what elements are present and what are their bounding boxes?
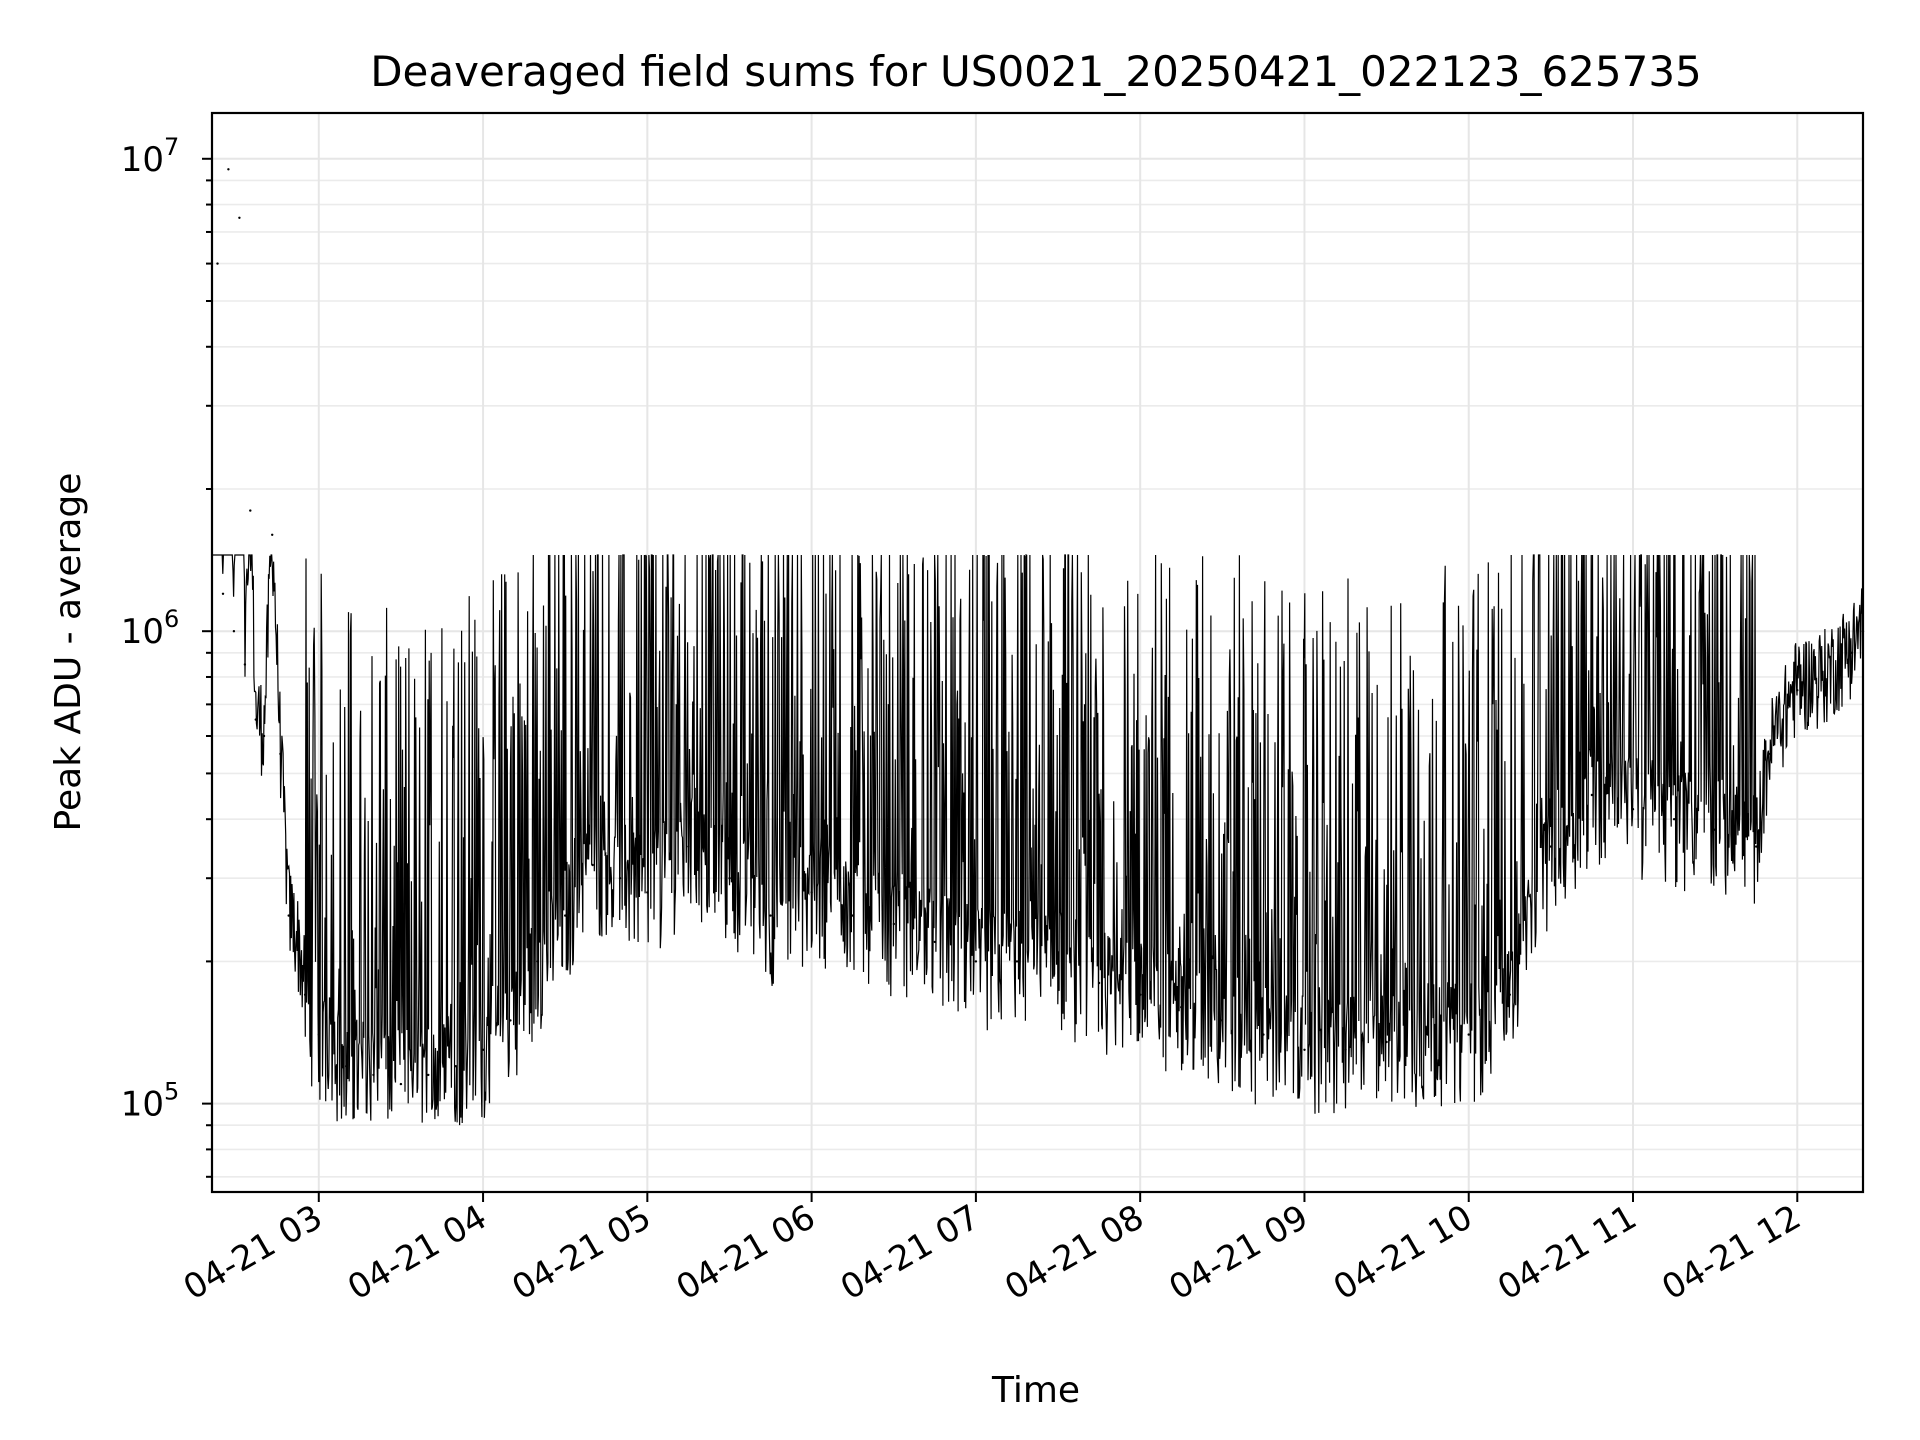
data-point (254, 718, 257, 721)
grid (212, 113, 1863, 1192)
data-point (728, 877, 731, 880)
data-point (216, 262, 219, 265)
data-point (287, 914, 290, 917)
data-point (1056, 960, 1060, 963)
data-point (509, 1019, 512, 1022)
data-point (1426, 1033, 1429, 1036)
data-point (1590, 793, 1594, 797)
data-point (262, 734, 266, 738)
data-point (249, 509, 252, 512)
data-point (810, 891, 813, 894)
chart-title: Deaveraged field sums for US0021_2025042… (370, 47, 1702, 96)
y-tick-label: 106 (121, 605, 180, 652)
y-tick-label: 107 (121, 133, 180, 180)
data-point (1303, 1048, 1306, 1052)
data-point (1344, 1048, 1347, 1052)
data-point (1180, 1006, 1183, 1009)
data-point (279, 752, 282, 756)
y-axis: 105 106 107 (121, 133, 212, 1178)
data-point (1097, 981, 1101, 985)
data-point (1631, 808, 1635, 811)
x-axis-label: Time (991, 1370, 1080, 1411)
data-point (591, 863, 594, 867)
data-point (1139, 993, 1142, 996)
data-point (317, 1033, 320, 1036)
data-point (372, 1073, 375, 1077)
data-point (1015, 960, 1019, 963)
data-point (295, 940, 299, 944)
data-point (1262, 1033, 1265, 1036)
data-point (618, 877, 622, 880)
data-point (481, 1048, 485, 1052)
data-point (427, 1073, 430, 1077)
data-point (1221, 1019, 1224, 1022)
data-point (646, 891, 649, 894)
data-point (1549, 845, 1553, 848)
data-point (345, 1065, 348, 1068)
data-point (974, 960, 978, 963)
data-point (687, 845, 690, 848)
data-point (243, 663, 247, 666)
data-point (1850, 651, 1854, 654)
data-point (769, 914, 772, 917)
data-point (1508, 993, 1512, 996)
data-point (399, 1082, 403, 1086)
data-point (564, 914, 567, 917)
data-point (536, 960, 539, 963)
data-point (1823, 681, 1826, 684)
data-point (933, 940, 936, 944)
y-tick-label: 105 (121, 1078, 180, 1125)
data-point (227, 168, 230, 171)
data-point (303, 993, 307, 996)
data-point (1713, 828, 1717, 831)
data-point (238, 216, 241, 219)
data-point (851, 914, 854, 917)
data-point (892, 922, 895, 926)
data-point (221, 592, 225, 595)
data-point (232, 630, 236, 633)
data-point (1796, 689, 1799, 692)
y-axis-label: Peak ADU - average (48, 473, 89, 832)
data-point (1385, 1040, 1388, 1044)
data-point (1755, 845, 1758, 848)
data-area (210, 168, 1865, 1126)
data-point (271, 533, 274, 536)
data-point (1467, 1033, 1470, 1036)
data-point (454, 1065, 457, 1068)
series-line (212, 554, 1864, 1126)
data-point (1768, 752, 1772, 756)
data-point (1672, 818, 1676, 821)
